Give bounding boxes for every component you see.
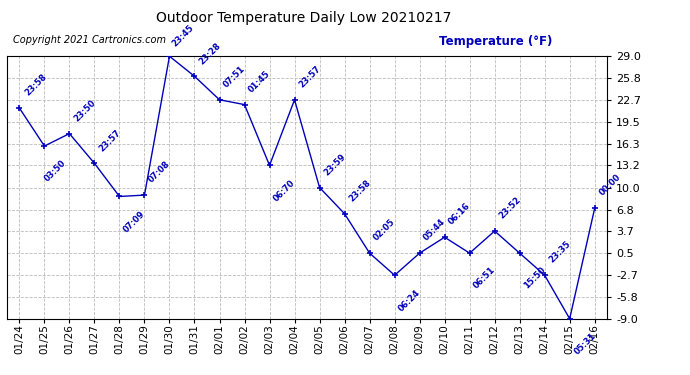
Text: 23:57: 23:57	[97, 128, 122, 153]
Text: 05:44: 05:44	[422, 217, 447, 243]
Text: 00:00: 00:00	[598, 173, 622, 198]
Text: Copyright 2021 Cartronics.com: Copyright 2021 Cartronics.com	[13, 35, 166, 45]
Text: 23:58: 23:58	[347, 178, 373, 203]
Text: 06:24: 06:24	[397, 288, 422, 313]
Text: 23:59: 23:59	[322, 152, 347, 177]
Text: 23:50: 23:50	[72, 98, 97, 123]
Text: 02:05: 02:05	[372, 217, 397, 243]
Text: 05:31: 05:31	[572, 331, 598, 356]
Text: 07:08: 07:08	[147, 160, 172, 185]
Text: 06:51: 06:51	[472, 266, 497, 291]
Text: 23:35: 23:35	[547, 240, 573, 265]
Text: 07:51: 07:51	[222, 64, 247, 89]
Text: 06:16: 06:16	[447, 202, 473, 227]
Text: 01:45: 01:45	[247, 69, 273, 94]
Text: Temperature (°F): Temperature (°F)	[439, 35, 553, 48]
Text: 07:09: 07:09	[122, 209, 147, 234]
Text: 03:50: 03:50	[43, 159, 68, 184]
Text: 23:52: 23:52	[497, 195, 522, 220]
Text: 23:57: 23:57	[297, 64, 322, 89]
Text: 23:28: 23:28	[197, 41, 222, 66]
Text: 15:50: 15:50	[522, 266, 547, 291]
Text: 23:58: 23:58	[23, 72, 48, 98]
Text: 06:70: 06:70	[272, 178, 297, 203]
Text: 23:45: 23:45	[170, 22, 196, 48]
Text: Outdoor Temperature Daily Low 20210217: Outdoor Temperature Daily Low 20210217	[156, 11, 451, 25]
